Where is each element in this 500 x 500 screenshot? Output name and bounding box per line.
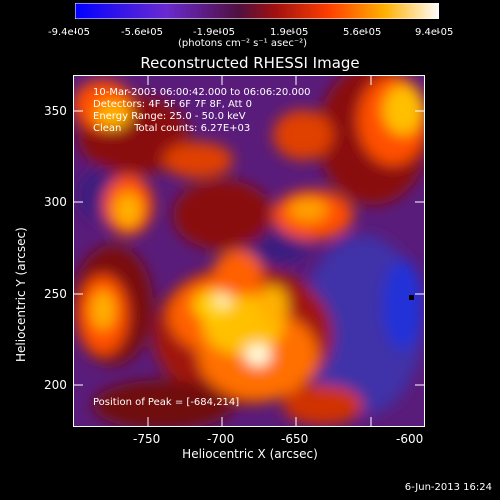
colorbar-tick-label: -1.9e-05 — [193, 27, 235, 38]
colorbar — [74, 2, 440, 20]
y-axis-label-holder: Heliocentric Y (arcsec) — [14, 227, 28, 374]
energy-range: Energy Range: 25.0 - 50.0 keV — [93, 111, 246, 122]
x-axis-label: Heliocentric X (arcsec) — [182, 447, 318, 461]
x-tick-label: -600 — [396, 432, 424, 446]
colorbar-ticks — [75, 19, 439, 34]
detectors: Detectors: 4F 5F 6F 7F 8F, Att 0 — [93, 99, 253, 110]
y-tick-label: 300 — [44, 195, 67, 209]
y-axis-label: Heliocentric Y (arcsec) — [14, 227, 28, 362]
rhessi-image — [73, 75, 425, 427]
colorbar-tick-label: -9.4e-05 — [48, 27, 90, 38]
timestamp-footer: 6-Jun-2013 16:24 — [404, 482, 492, 493]
y-tick-label: 250 — [44, 287, 67, 301]
colorbar-tick-label: -5.6e-05 — [121, 27, 163, 38]
colorbar-tick-label: 1.9e-05 — [270, 27, 309, 38]
y-tick-label: 350 — [44, 104, 67, 118]
x-tick-label: -750 — [133, 432, 161, 446]
colorbar-tick-label: 9.4e-05 — [415, 27, 454, 38]
y-tick-label: 200 — [44, 378, 67, 392]
x-tick-label: -650 — [281, 432, 309, 446]
peak-position: Position of Peak = [-684,214] — [93, 397, 240, 408]
x-tick-label: -700 — [207, 432, 235, 446]
clean-counts: Clean Total counts: 6.27E+03 — [93, 123, 251, 134]
colorbar-units: (photons cm⁻² s⁻¹ asec⁻²) — [178, 38, 308, 49]
time-range: 10-Mar-2003 06:00:42.000 to 06:06:20.000 — [93, 87, 311, 98]
colorbar-tick-label: 5.6e-05 — [343, 27, 382, 38]
image-title: Reconstructed RHESSI Image — [140, 54, 360, 72]
observation-info: 10-Mar-2003 06:00:42.000 to 06:06:20.000… — [93, 87, 311, 135]
